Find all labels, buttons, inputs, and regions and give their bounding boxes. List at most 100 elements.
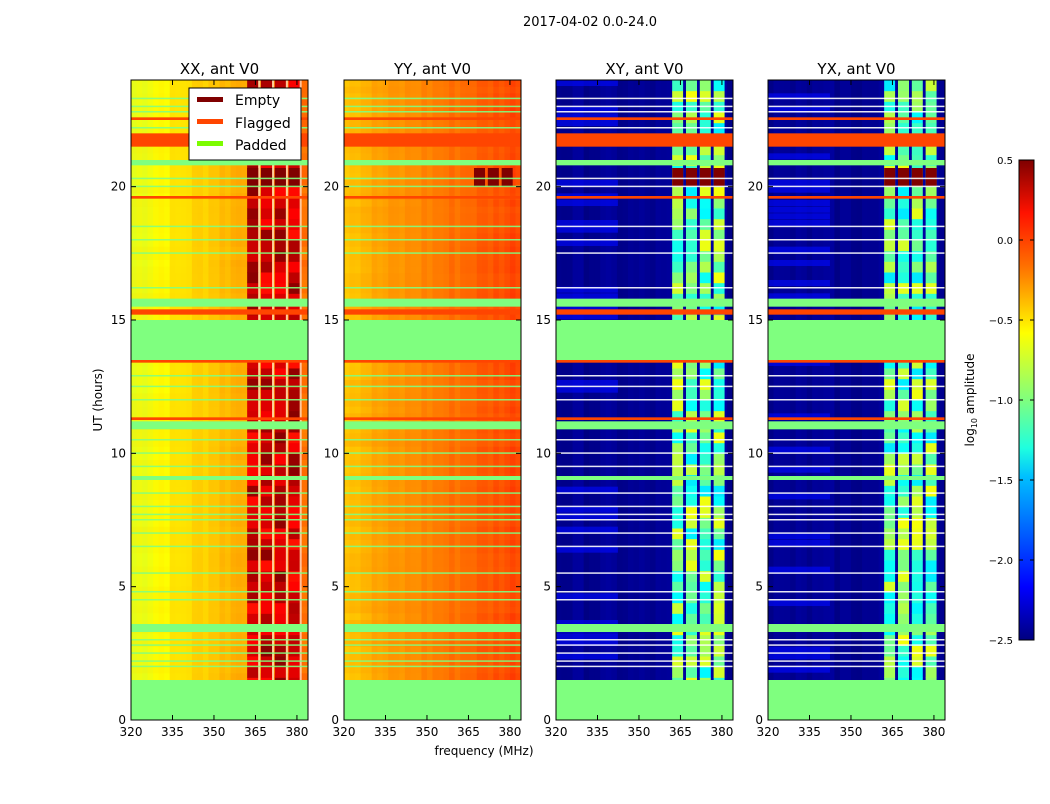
padded-line: [556, 505, 733, 508]
heatmap-row: [344, 206, 521, 214]
heatmap-row: [768, 540, 830, 546]
padded-line: [344, 519, 521, 521]
heatmap-row: [768, 466, 830, 473]
x-tick-label: 380: [710, 725, 733, 739]
heatmap-row: [131, 360, 308, 367]
colorbar-label-main: log: [963, 428, 977, 446]
hot-channel-cell: [685, 144, 698, 156]
hot-channel-cell: [247, 261, 259, 273]
padded-line: [131, 513, 308, 516]
hot-channel-cell: [713, 90, 725, 102]
hot-channel-cell: [699, 250, 711, 262]
hot-channel-cell: [897, 506, 910, 518]
hot-channel-cell: [884, 453, 896, 465]
heatmap-row: [344, 573, 521, 580]
hot-channel-cell: [925, 464, 937, 476]
hot-channel-cell: [274, 410, 286, 422]
y-tick-label: 10: [536, 446, 551, 460]
hot-channel-cell: [713, 197, 725, 209]
hot-channel-cell: [247, 549, 259, 561]
padded-line: [768, 375, 945, 377]
hot-channel-cell: [672, 474, 684, 486]
hot-channel-cell: [911, 485, 923, 497]
hot-channel-cell: [685, 613, 698, 625]
padded-line: [344, 287, 521, 289]
hot-channel-cell: [925, 538, 937, 550]
padded-line: [344, 532, 521, 534]
heatmap-row: [131, 573, 308, 580]
hot-channel-cell: [685, 80, 698, 92]
padded-line: [344, 513, 521, 516]
heatmap-row: [131, 426, 308, 434]
hot-channel-cell: [274, 378, 286, 390]
heatmap-row: [344, 500, 521, 507]
empty-cell: [260, 168, 273, 187]
heatmap-row: [344, 426, 521, 434]
hot-channel-cell: [699, 496, 711, 508]
hot-channel-cell: [672, 464, 684, 476]
hot-channel-cell: [713, 453, 725, 465]
hot-channel-cell: [699, 90, 711, 102]
flagged-band: [344, 117, 521, 120]
padded-line: [131, 225, 308, 228]
heatmap-row: [556, 513, 618, 520]
heatmap-row: [131, 466, 308, 474]
hot-channel-cell: [925, 261, 937, 273]
hot-channel-cell: [699, 261, 711, 273]
heatmap-row: [344, 546, 521, 554]
heatmap-row: [131, 186, 308, 194]
heatmap-row: [131, 246, 308, 254]
hot-channel-cell: [288, 240, 300, 252]
hot-channel-cell: [713, 186, 725, 198]
padded-band: [556, 298, 733, 307]
heatmap-row: [131, 506, 308, 514]
hot-channel-cell: [288, 474, 300, 486]
hot-channel-cell: [884, 272, 896, 284]
colorbar-tick-label: −0.5: [989, 316, 1013, 327]
hot-channel-cell: [699, 453, 711, 465]
hot-channel-cell: [685, 453, 698, 465]
hot-channel-cell: [911, 474, 923, 486]
y-tick-label: 15: [536, 313, 551, 327]
heatmap-row: [131, 373, 308, 380]
heatmap-row: [344, 86, 521, 94]
hot-channel-cell: [672, 485, 684, 497]
hot-channel-cell: [260, 506, 273, 518]
hot-channel-cell: [274, 229, 286, 241]
legend-swatch-empty: [197, 97, 223, 102]
hot-channel-cell: [274, 208, 286, 220]
hot-channel-cell: [274, 602, 286, 614]
hot-channel-cell: [274, 197, 286, 209]
x-tick-label: 365: [881, 725, 904, 739]
hot-channel-cell: [288, 197, 300, 209]
hot-channel-cell: [274, 581, 286, 593]
padded-line: [131, 572, 308, 574]
hot-channel-cell: [925, 80, 937, 81]
flagged-band: [768, 196, 945, 199]
hot-channel-cell: [699, 208, 711, 220]
panel-frame: [130, 79, 309, 721]
hot-channel-cell: [247, 378, 259, 390]
hot-channel-cell: [884, 218, 896, 230]
padded-line: [344, 252, 521, 254]
flagged-band: [344, 196, 521, 199]
padded-line: [556, 644, 733, 646]
padded-line: [556, 452, 733, 454]
padded-line: [344, 385, 521, 388]
hot-channel-cell: [288, 389, 300, 401]
hot-channel-cell: [713, 250, 725, 262]
padded-line: [556, 385, 733, 388]
hot-channel-cell: [685, 474, 698, 486]
x-tick-label: 335: [161, 725, 184, 739]
hot-channel-cell: [699, 218, 711, 230]
hot-channel-cell: [274, 613, 286, 625]
heatmap-row: [768, 446, 830, 453]
y-tick-label: 20: [748, 180, 763, 194]
hot-channel-cell: [247, 496, 259, 508]
heatmap-row: [556, 293, 618, 300]
hot-channel-cell: [685, 485, 698, 497]
padded-band: [344, 298, 521, 307]
hot-channel-cell: [247, 517, 259, 529]
padded-line: [556, 287, 733, 289]
hot-channel-cell: [884, 496, 896, 508]
